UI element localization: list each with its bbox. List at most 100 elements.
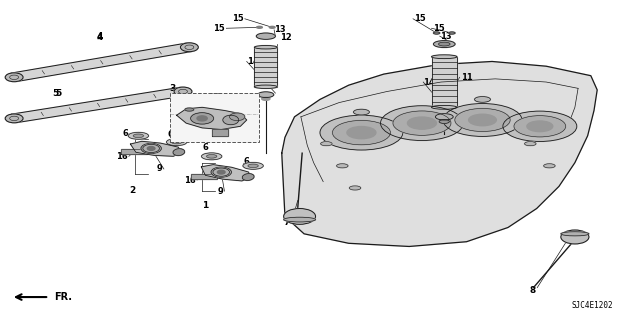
Polygon shape bbox=[177, 107, 246, 130]
Text: 14: 14 bbox=[423, 78, 435, 86]
Circle shape bbox=[213, 168, 230, 176]
Ellipse shape bbox=[431, 55, 457, 59]
Ellipse shape bbox=[248, 164, 258, 167]
Ellipse shape bbox=[435, 114, 453, 120]
Ellipse shape bbox=[262, 97, 270, 100]
Text: 15: 15 bbox=[213, 24, 225, 33]
Text: 7: 7 bbox=[283, 218, 289, 227]
Text: 4: 4 bbox=[97, 32, 103, 41]
Ellipse shape bbox=[468, 114, 496, 126]
Circle shape bbox=[218, 170, 225, 174]
Text: 16: 16 bbox=[116, 152, 127, 161]
Circle shape bbox=[230, 113, 245, 121]
Text: 1: 1 bbox=[202, 201, 209, 210]
Ellipse shape bbox=[381, 106, 463, 141]
Circle shape bbox=[217, 170, 226, 174]
Circle shape bbox=[211, 167, 232, 177]
Circle shape bbox=[147, 146, 156, 151]
Circle shape bbox=[5, 114, 23, 123]
Text: 2: 2 bbox=[129, 186, 135, 195]
Text: 15: 15 bbox=[433, 24, 445, 33]
Ellipse shape bbox=[166, 139, 187, 145]
Circle shape bbox=[191, 113, 214, 124]
Ellipse shape bbox=[525, 142, 536, 146]
Ellipse shape bbox=[254, 46, 277, 49]
Ellipse shape bbox=[349, 186, 361, 190]
Ellipse shape bbox=[243, 162, 263, 169]
Text: 9: 9 bbox=[218, 187, 223, 196]
Text: 15: 15 bbox=[232, 14, 244, 23]
Ellipse shape bbox=[514, 116, 566, 137]
Circle shape bbox=[284, 209, 316, 224]
Ellipse shape bbox=[133, 134, 143, 137]
Ellipse shape bbox=[202, 153, 222, 160]
Text: 13: 13 bbox=[274, 25, 285, 34]
Text: 3: 3 bbox=[169, 85, 175, 93]
Circle shape bbox=[174, 87, 192, 96]
Ellipse shape bbox=[455, 108, 510, 131]
Ellipse shape bbox=[353, 109, 369, 115]
Ellipse shape bbox=[185, 108, 194, 111]
Text: 13: 13 bbox=[440, 32, 451, 41]
Ellipse shape bbox=[393, 111, 451, 135]
Polygon shape bbox=[202, 165, 251, 181]
Ellipse shape bbox=[243, 174, 254, 181]
Text: 12: 12 bbox=[280, 33, 292, 42]
Ellipse shape bbox=[543, 164, 555, 168]
Ellipse shape bbox=[408, 117, 436, 129]
Ellipse shape bbox=[561, 232, 589, 236]
Polygon shape bbox=[212, 130, 228, 136]
Ellipse shape bbox=[207, 155, 217, 158]
Ellipse shape bbox=[332, 121, 390, 145]
Polygon shape bbox=[254, 47, 277, 87]
Text: 6: 6 bbox=[244, 157, 250, 166]
Ellipse shape bbox=[269, 26, 275, 28]
Ellipse shape bbox=[433, 32, 440, 34]
Circle shape bbox=[561, 230, 589, 244]
Text: 11: 11 bbox=[461, 73, 473, 82]
Text: 8: 8 bbox=[529, 286, 536, 295]
Polygon shape bbox=[431, 57, 457, 107]
Ellipse shape bbox=[284, 217, 316, 222]
Ellipse shape bbox=[431, 105, 457, 109]
Ellipse shape bbox=[173, 149, 185, 156]
Text: SJC4E1202: SJC4E1202 bbox=[572, 301, 613, 310]
Text: 4: 4 bbox=[97, 33, 103, 42]
Ellipse shape bbox=[433, 41, 455, 48]
Ellipse shape bbox=[320, 115, 403, 150]
Polygon shape bbox=[131, 141, 182, 156]
Ellipse shape bbox=[223, 115, 239, 125]
Ellipse shape bbox=[438, 42, 450, 46]
FancyBboxPatch shape bbox=[170, 93, 259, 142]
Text: 5: 5 bbox=[52, 89, 59, 98]
Text: 14: 14 bbox=[246, 57, 259, 66]
Ellipse shape bbox=[443, 104, 522, 137]
Text: 6: 6 bbox=[167, 130, 173, 139]
Ellipse shape bbox=[337, 164, 348, 168]
Circle shape bbox=[143, 144, 159, 152]
Ellipse shape bbox=[257, 26, 262, 28]
Polygon shape bbox=[12, 87, 186, 122]
Ellipse shape bbox=[503, 111, 577, 141]
Circle shape bbox=[147, 146, 155, 150]
Text: 9: 9 bbox=[157, 165, 163, 174]
Text: 5: 5 bbox=[56, 89, 62, 98]
Polygon shape bbox=[282, 62, 597, 247]
Ellipse shape bbox=[474, 97, 490, 102]
Ellipse shape bbox=[347, 127, 376, 139]
Polygon shape bbox=[12, 43, 192, 81]
Circle shape bbox=[141, 143, 161, 153]
Text: 6: 6 bbox=[123, 129, 129, 138]
Circle shape bbox=[5, 73, 23, 82]
Text: 6: 6 bbox=[202, 143, 208, 152]
Ellipse shape bbox=[128, 132, 148, 139]
Ellipse shape bbox=[321, 142, 332, 146]
Ellipse shape bbox=[254, 85, 277, 88]
Circle shape bbox=[197, 116, 207, 121]
Ellipse shape bbox=[439, 120, 449, 123]
Text: 15: 15 bbox=[414, 14, 426, 23]
Ellipse shape bbox=[449, 32, 455, 34]
Circle shape bbox=[180, 43, 198, 52]
Text: 17: 17 bbox=[209, 93, 220, 102]
Polygon shape bbox=[121, 149, 147, 154]
